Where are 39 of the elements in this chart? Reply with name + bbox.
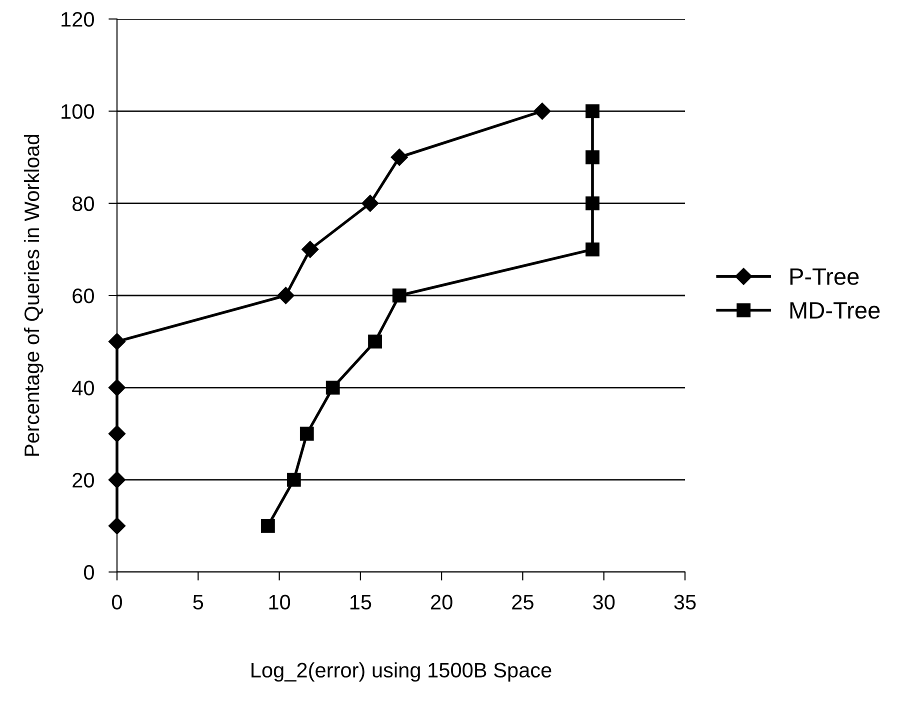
x-tick-label: 35 xyxy=(674,594,696,610)
x-tick-label: 30 xyxy=(593,594,615,610)
y-tick-label: 40 xyxy=(72,380,94,396)
legend-label: MD-Tree xyxy=(790,302,880,319)
x-tick-label: 20 xyxy=(431,594,452,610)
point xyxy=(392,288,406,302)
y-tick-label: 120 xyxy=(62,12,94,27)
point xyxy=(534,102,551,120)
y-tick-label: 100 xyxy=(62,104,94,119)
y-tick-label: 80 xyxy=(72,196,94,212)
point xyxy=(586,196,600,210)
x-tick-label: 10 xyxy=(269,594,290,610)
x-axis-title: Log_2(error) using 1500B Space xyxy=(252,662,552,682)
point xyxy=(277,286,294,304)
point xyxy=(108,333,126,350)
point xyxy=(108,471,126,488)
point xyxy=(390,148,408,166)
point xyxy=(586,242,600,256)
point xyxy=(586,150,600,164)
point xyxy=(326,380,340,395)
point xyxy=(108,379,126,396)
point xyxy=(260,518,275,533)
point xyxy=(368,334,382,349)
point xyxy=(108,425,126,442)
x-tick-label: 5 xyxy=(193,594,204,610)
point xyxy=(586,104,600,118)
point xyxy=(300,426,314,441)
y-axis-title: Percentage of Queries in Workload xyxy=(24,134,44,456)
legend-label: P-Tree xyxy=(790,268,859,285)
point xyxy=(286,472,301,487)
x-tick-label: 25 xyxy=(512,594,534,610)
point xyxy=(362,194,379,212)
y-tick-label: 20 xyxy=(72,472,94,488)
point xyxy=(108,517,126,534)
y-tick-label: 60 xyxy=(72,288,94,304)
point xyxy=(302,240,319,258)
x-tick-label: 0 xyxy=(112,594,122,610)
x-tick-label: 15 xyxy=(350,594,372,610)
y-tick-label: 0 xyxy=(84,565,94,580)
